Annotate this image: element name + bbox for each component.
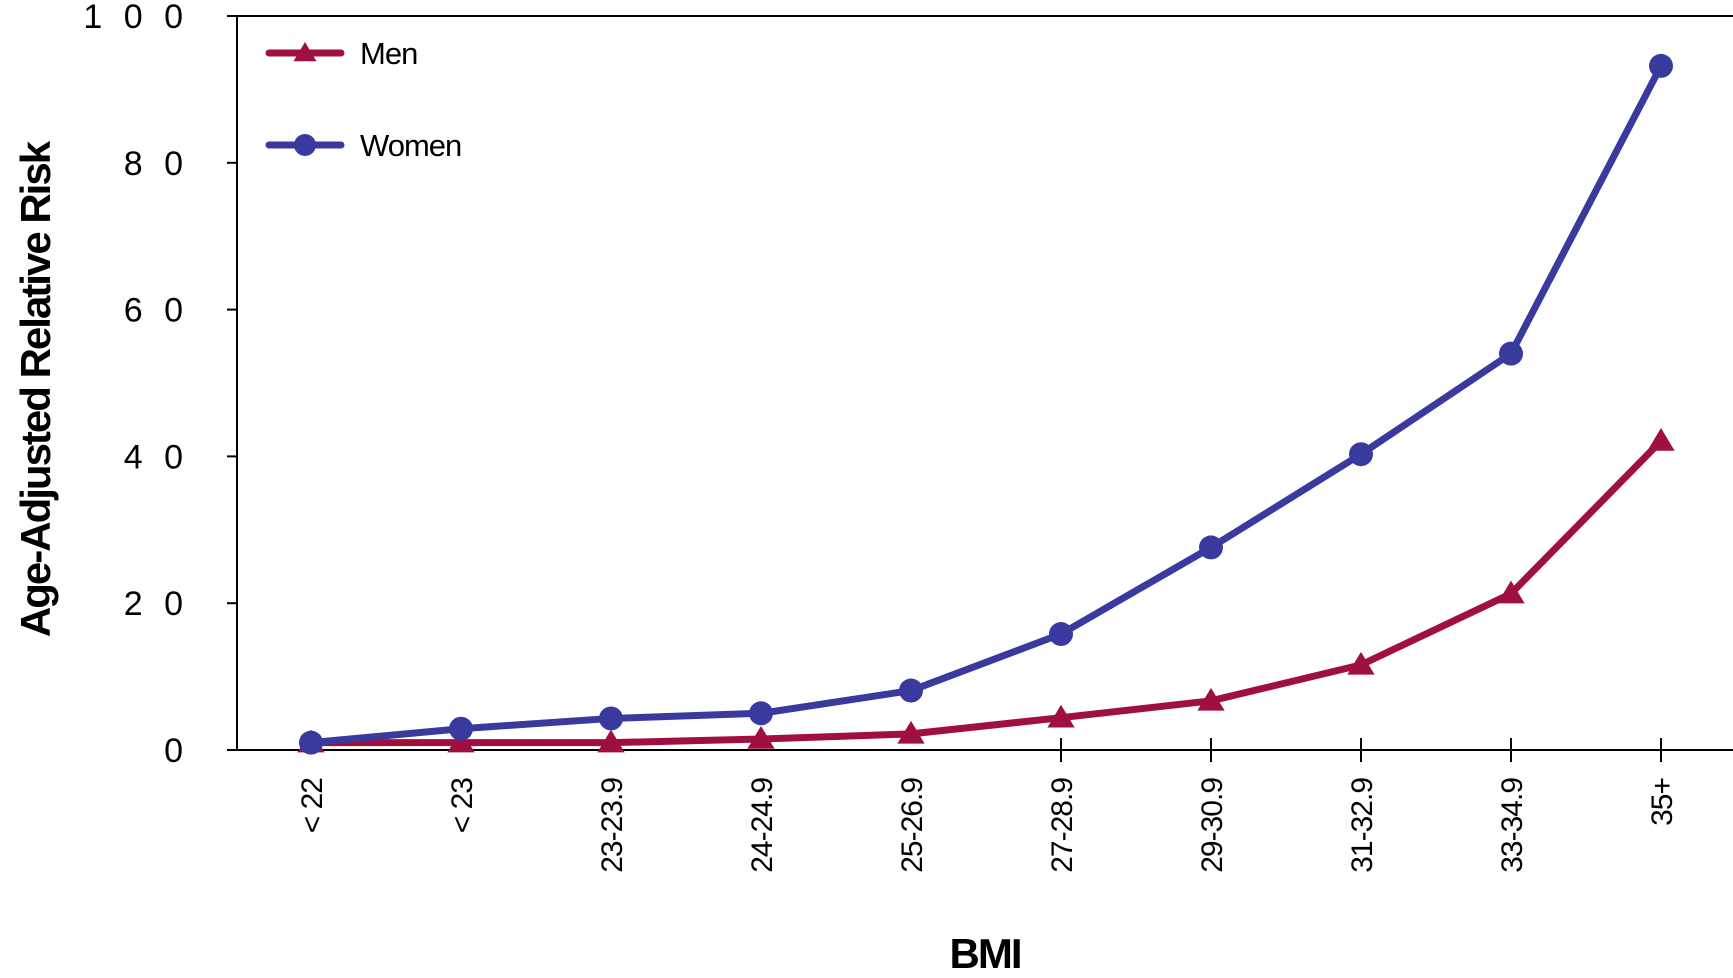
y-tick-label: 2 0 xyxy=(124,585,189,623)
data-point-men xyxy=(1197,687,1225,711)
data-point-women xyxy=(449,716,473,741)
y-tick-label: 1 0 0 xyxy=(83,0,189,36)
x-tick-label: 24-24.9 xyxy=(746,778,779,873)
x-tick-label: 35+ xyxy=(1646,778,1679,826)
legend-label: Women xyxy=(360,128,461,163)
data-point-women xyxy=(1499,341,1523,366)
y-tick-label: 8 0 xyxy=(124,145,189,183)
data-point-women xyxy=(599,706,623,731)
x-tick-label: 33-34.9 xyxy=(1496,778,1529,873)
y-axis-title: Age-Adjusted Relative Risk xyxy=(12,140,59,637)
data-point-women xyxy=(749,701,773,726)
x-axis-title: BMI xyxy=(950,930,1021,977)
data-point-men xyxy=(1497,580,1525,604)
series-line-men xyxy=(307,437,1665,747)
legend-item-women: Women xyxy=(265,128,462,163)
data-point-women xyxy=(299,730,323,755)
data-point-men xyxy=(1347,651,1375,675)
y-tick-label: 6 0 xyxy=(124,292,189,330)
legend-label: Men xyxy=(360,36,417,71)
legend-marker xyxy=(293,42,317,62)
data-point-men xyxy=(447,729,475,753)
y-axis-ticks: 0 2 0 4 0 6 0 8 0 1 0 0 xyxy=(83,0,237,770)
legend-item-men: Men xyxy=(265,36,418,71)
x-tick-label: 31-32.9 xyxy=(1346,778,1379,873)
data-point-women xyxy=(1049,622,1073,647)
data-point-men xyxy=(597,729,625,753)
y-tick-label: 0 xyxy=(164,732,189,770)
series-lines xyxy=(297,53,1675,755)
data-point-men xyxy=(897,720,925,744)
data-point-women xyxy=(899,678,923,703)
series-men xyxy=(297,427,1675,753)
data-point-women xyxy=(1349,442,1373,467)
x-tick-label: 23-23.9 xyxy=(596,778,629,873)
x-tick-label: 25-26.9 xyxy=(896,778,929,873)
y-tick-label: 4 0 xyxy=(124,438,189,476)
data-point-men xyxy=(1047,704,1075,728)
axes xyxy=(236,15,1733,751)
plot-frame xyxy=(236,15,1733,751)
series-women xyxy=(299,53,1673,755)
x-tick-label: 27-28.9 xyxy=(1046,778,1079,873)
legend-marker xyxy=(294,134,316,156)
series-line-women xyxy=(307,62,1665,747)
data-point-women xyxy=(1199,535,1223,560)
data-point-men xyxy=(1647,427,1675,451)
data-point-women xyxy=(1649,53,1673,78)
legend: Men Women xyxy=(265,36,462,163)
x-tick-label: 29-30.9 xyxy=(1196,778,1229,873)
data-point-men xyxy=(747,725,775,749)
x-axis-ticks: < 22 < 23 23-23.9 24-24.9 25-26.9 27-28.9 29-3… xyxy=(296,738,1679,873)
x-tick-label: < 22 xyxy=(296,778,329,834)
x-tick-label: < 23 xyxy=(446,778,479,834)
